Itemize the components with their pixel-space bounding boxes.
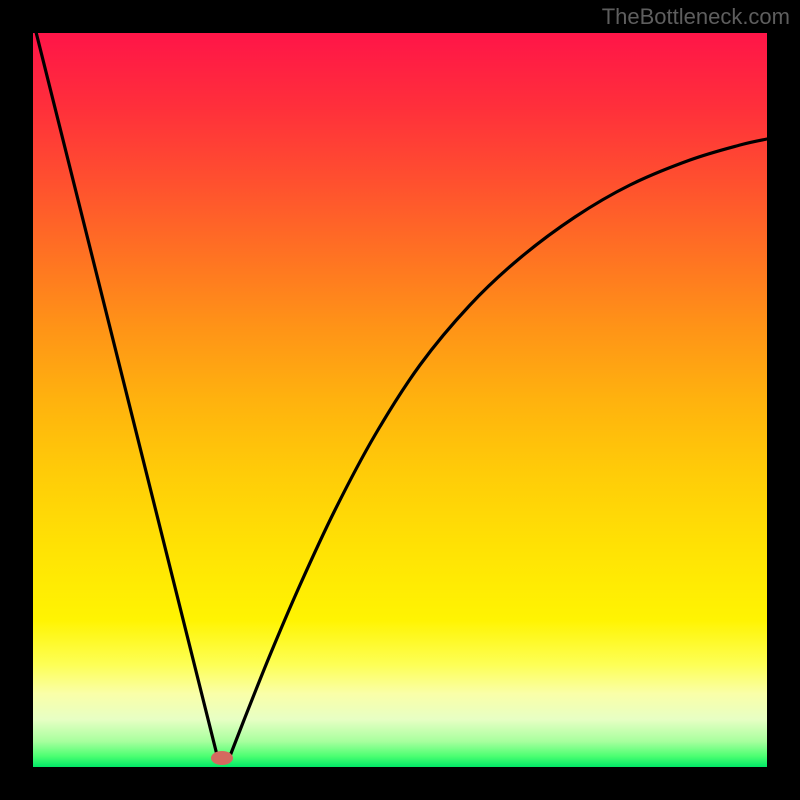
chart-container: TheBottleneck.com	[0, 0, 800, 800]
optimum-marker	[211, 751, 233, 765]
gradient-plot-area	[33, 33, 767, 767]
watermark-label: TheBottleneck.com	[602, 4, 790, 30]
bottleneck-chart	[0, 0, 800, 800]
